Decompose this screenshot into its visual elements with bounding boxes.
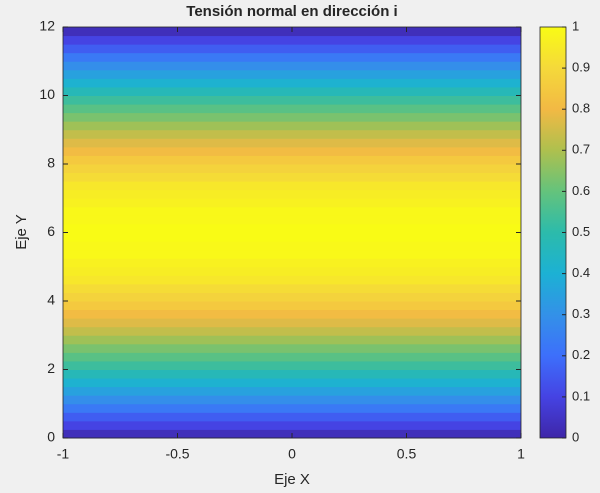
y-tick-label: 6 xyxy=(47,223,55,239)
heatmap-band xyxy=(63,35,521,45)
x-tick-label: -0.5 xyxy=(165,446,189,462)
colorbar xyxy=(539,26,567,439)
heatmap-band xyxy=(63,181,521,191)
colorbar-tick-label: 0.7 xyxy=(572,142,590,157)
heatmap-band xyxy=(63,164,521,174)
colorbar-tick-label: 0.1 xyxy=(572,388,590,403)
colorbar-tick-label: 0.2 xyxy=(572,347,590,362)
colorbar-tick-label: 0.9 xyxy=(572,60,590,75)
heatmap-band xyxy=(63,360,521,370)
heatmap-band xyxy=(63,121,521,131)
heatmap-band xyxy=(63,172,521,182)
colorbar-tick-label: 0.5 xyxy=(572,224,590,239)
heatmap-band xyxy=(63,44,521,54)
heatmap-band xyxy=(63,395,521,405)
heatmap-band xyxy=(63,112,521,122)
heatmap-band xyxy=(63,249,521,259)
y-tick-label: 0 xyxy=(47,429,55,445)
heatmap-band xyxy=(63,403,521,413)
heatmap-band xyxy=(63,155,521,165)
y-tick-label: 12 xyxy=(39,18,55,34)
heatmap-band xyxy=(63,326,521,336)
y-tick-label: 8 xyxy=(47,155,55,171)
y-axis-label: Eje Y xyxy=(13,214,30,250)
x-tick-label: 0.5 xyxy=(397,446,417,462)
heatmap-band xyxy=(63,301,521,311)
heatmap-band xyxy=(63,412,521,422)
heatmap-band xyxy=(63,52,521,62)
colorbar-tick-label: 0.4 xyxy=(572,265,590,280)
heatmap-band xyxy=(63,69,521,79)
heatmap-band xyxy=(63,86,521,96)
heatmap-band xyxy=(63,189,521,199)
y-tick-label: 2 xyxy=(47,360,55,376)
heatmap-band xyxy=(63,386,521,396)
colorbar-tick-label: 1 xyxy=(572,18,579,33)
heatmap-band xyxy=(63,352,521,362)
heatmap-band xyxy=(63,266,521,276)
heatmap-band xyxy=(63,420,521,430)
heatmap-band xyxy=(63,369,521,379)
heatmap-band xyxy=(63,378,521,388)
colorbar-tick-label: 0.3 xyxy=(572,306,590,321)
heatmap-band xyxy=(63,335,521,345)
heatmap-band xyxy=(63,292,521,302)
heatmap-band xyxy=(63,241,521,251)
heatmap-band xyxy=(63,309,521,319)
heatmap-band xyxy=(63,206,521,216)
chart-title: Tensión normal en dirección i xyxy=(186,3,397,20)
y-tick-label: 4 xyxy=(47,292,55,308)
colorbar-tick-label: 0.8 xyxy=(572,101,590,116)
heatmap-band xyxy=(63,198,521,208)
x-tick-label: 0 xyxy=(288,446,296,462)
heatmap-band xyxy=(63,275,521,285)
x-tick-label: 1 xyxy=(517,446,525,462)
heatmap-band xyxy=(63,129,521,139)
heatmap-band xyxy=(63,104,521,114)
heatmap-band xyxy=(63,318,521,328)
y-tick-label: 10 xyxy=(39,86,55,102)
heatmap-band xyxy=(63,95,521,105)
heatmap-band xyxy=(63,146,521,156)
heatmap-band xyxy=(63,78,521,88)
x-tick-label: -1 xyxy=(57,446,70,462)
heatmap-band xyxy=(63,283,521,293)
colorbar-tick-label: 0 xyxy=(572,429,579,444)
x-axis-label: Eje X xyxy=(274,471,310,488)
heatmap-band xyxy=(63,258,521,268)
heatmap-band xyxy=(63,61,521,71)
heatmap-band xyxy=(63,215,521,225)
heatmap-band xyxy=(63,343,521,353)
heatmap-band xyxy=(63,232,521,242)
colorbar-tick-label: 0.6 xyxy=(572,183,590,198)
heatmap-band xyxy=(63,223,521,233)
heatmap-band xyxy=(63,138,521,148)
